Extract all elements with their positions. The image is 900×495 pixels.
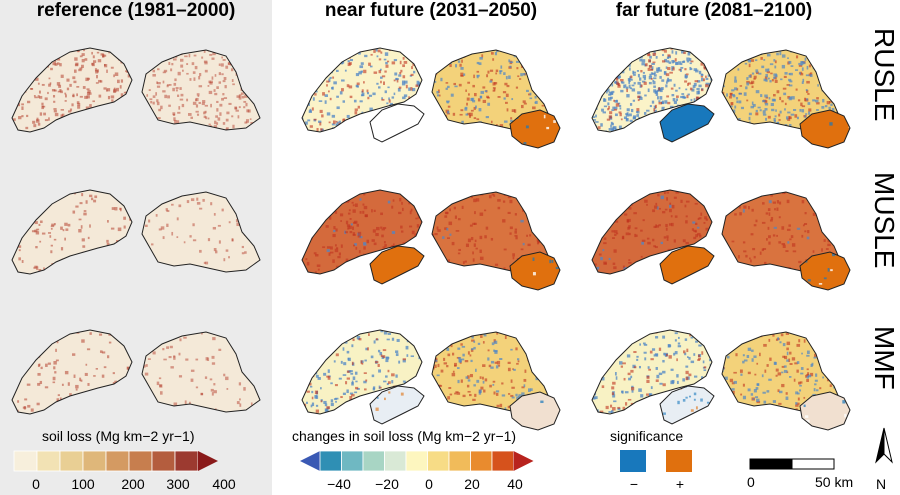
soil-loss-swatch — [82, 450, 107, 472]
north-arrow-label: N — [876, 476, 887, 492]
soil-loss-swatch — [174, 450, 199, 472]
soil-loss-swatch — [13, 450, 38, 472]
scalebar-end-label: 50 km — [815, 474, 854, 490]
changes-swatch — [362, 450, 385, 472]
soil-loss-swatch — [151, 450, 176, 472]
changes-tick: 40 — [507, 476, 523, 492]
changes-swatch — [341, 450, 364, 472]
soil-loss-tick: 200 — [121, 476, 145, 492]
north-arrow-left — [875, 427, 885, 464]
row-label-musle: MUSLE — [869, 171, 900, 269]
soil-loss-swatch — [36, 450, 61, 472]
changes-swatch — [384, 450, 407, 472]
changes-tick: 0 — [425, 476, 433, 492]
soil-loss-arrow — [198, 451, 218, 471]
column-title-reference: reference (1981–2000) — [36, 0, 236, 21]
speckle-layer — [818, 269, 833, 285]
scalebar-start-label: 0 — [747, 474, 755, 490]
north-arrow-right — [883, 427, 893, 464]
soil-loss-tick: 300 — [166, 476, 190, 492]
row-label-mmf: MMF — [869, 326, 900, 390]
changes-swatch — [470, 450, 493, 472]
changes-right-arrow — [513, 451, 534, 471]
column-title-far-future: far future (2081–2100) — [615, 0, 813, 21]
changes-swatch — [427, 450, 450, 472]
significance-neg-label: − — [629, 476, 639, 492]
changes-swatch — [448, 450, 471, 472]
column-title-near-future: near future (2031–2050) — [324, 0, 538, 21]
significance-positive-swatch — [666, 450, 692, 472]
soil-loss-swatch — [105, 450, 130, 472]
legend-significance-title: significance — [610, 428, 684, 444]
changes-tick: −20 — [375, 476, 399, 492]
soil-loss-swatch — [128, 450, 153, 472]
significance-pos-label: + — [675, 476, 685, 492]
legend-changes-title: changes in soil loss (Mg km−2 yr−1) — [292, 428, 517, 444]
soil-loss-swatch — [59, 450, 84, 472]
changes-swatch — [491, 450, 514, 472]
changes-left-arrow — [300, 451, 320, 471]
significance-negative-swatch — [620, 450, 646, 472]
speckle-layer — [375, 391, 404, 411]
soil-loss-tick: 400 — [212, 476, 236, 492]
row-label-rusle: RUSLE — [869, 28, 900, 122]
scalebar-black-segment — [749, 458, 793, 470]
changes-tick: −40 — [327, 476, 351, 492]
changes-swatch — [319, 450, 342, 472]
soil-loss-tick: 0 — [32, 476, 40, 492]
scalebar-white-segment — [791, 458, 835, 470]
legend-soil-loss-title: soil loss (Mg km−2 yr−1) — [42, 428, 195, 444]
changes-swatch — [405, 450, 428, 472]
changes-tick: 20 — [464, 476, 480, 492]
soil-loss-tick: 100 — [71, 476, 95, 492]
